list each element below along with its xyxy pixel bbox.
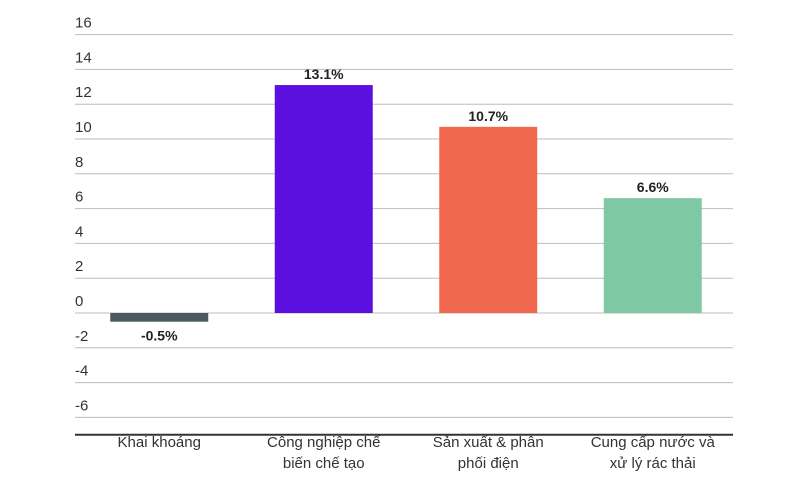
y-tick-label: 12 [75, 84, 92, 101]
y-tick-label: 0 [75, 293, 83, 310]
y-tick-label: -4 [75, 363, 88, 380]
data-label: 10.7% [468, 108, 508, 124]
category-label: Sản xuất & phân [433, 434, 544, 451]
category-labels: Khai khoáng Công nghiệp chế biến chế tạo Sả… [118, 434, 716, 472]
category-label: Khai khoáng [118, 434, 201, 451]
category-label: xử lý rác thải [610, 455, 696, 472]
category-label: Cung cấp nước và [591, 434, 716, 451]
data-label: 13.1% [304, 66, 344, 82]
bars [110, 85, 702, 322]
y-tick-label: 10 [75, 119, 92, 136]
y-tick-label: 14 [75, 49, 92, 66]
bar [439, 126, 538, 313]
data-labels: -0.5% 13.1% 10.7% 6.6% [141, 66, 669, 344]
y-tick-label: -6 [75, 397, 88, 414]
y-tick-label: 4 [75, 223, 83, 240]
y-tick-label: -2 [75, 328, 88, 345]
category-label: Công nghiệp chế [267, 434, 381, 451]
data-label: 6.6% [637, 179, 669, 195]
category-label: biến chế tạo [283, 455, 365, 472]
bar [274, 85, 373, 313]
bar [110, 313, 209, 322]
y-tick-label: 2 [75, 258, 83, 275]
y-tick-label: 16 [75, 15, 92, 32]
bar [603, 198, 702, 313]
gridlines [75, 34, 733, 418]
y-tick-label: 6 [75, 189, 83, 206]
category-label: phối điện [458, 455, 519, 472]
data-label: -0.5% [141, 328, 178, 344]
y-tick-label: 8 [75, 154, 83, 171]
y-axis-ticks: 16 14 12 10 8 6 4 2 0 -2 -4 -6 [75, 15, 92, 415]
